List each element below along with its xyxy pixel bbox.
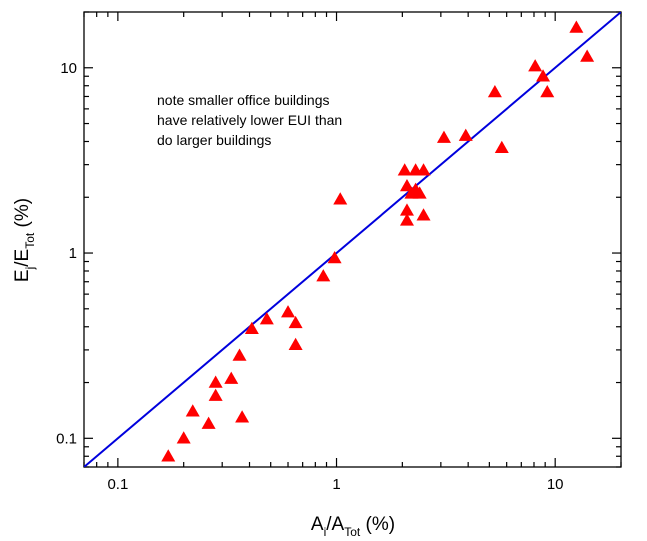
data-point [208, 388, 223, 401]
x-tick-label: 10 [547, 476, 564, 493]
annotation-text: note smaller office buildings have relat… [157, 92, 346, 148]
data-point [333, 192, 348, 205]
y-axis-title-sub2: Tot [23, 232, 37, 249]
data-point [416, 163, 431, 176]
x-tick-label: 0.1 [107, 476, 128, 493]
fit-line [84, 12, 621, 467]
data-point [259, 312, 274, 325]
data-point [397, 163, 412, 176]
y-axis-title: Ej/ETot (%) [12, 198, 37, 282]
data-point [224, 371, 239, 384]
y-axis-title-main: E [12, 269, 33, 282]
data-point [288, 315, 303, 329]
data-point [536, 69, 551, 82]
data-point [458, 128, 473, 141]
data-point [316, 269, 331, 282]
data-point [232, 348, 247, 361]
y-axis-title-suffix: (%) [12, 198, 33, 233]
x-axis-title-sep: /A [326, 514, 344, 535]
data-point [235, 410, 250, 423]
data-point [208, 375, 223, 388]
data-point [327, 251, 342, 264]
data-point [281, 305, 296, 318]
data-point [416, 208, 431, 221]
x-axis-title-main: A [311, 514, 324, 535]
data-point [176, 431, 191, 444]
x-tick-label: 1 [332, 476, 340, 493]
x-axis-title-sub: i [324, 525, 327, 539]
data-point [412, 186, 427, 199]
annotation-line-1: note smaller office buildings [157, 92, 330, 108]
data-point [494, 140, 509, 154]
data-point [201, 416, 216, 429]
data-point [487, 84, 502, 98]
x-axis-title: Ai/ATot (%) [311, 514, 395, 539]
data-point [528, 59, 543, 72]
data-point [569, 20, 584, 33]
data-point [436, 130, 451, 143]
plot-area [83, 11, 622, 468]
data-point [161, 449, 176, 462]
annotation-line-3: do larger buildings [157, 132, 271, 148]
annotation-line-2: have relatively lower EUI than [157, 112, 342, 128]
x-axis-title-sub2: Tot [344, 525, 361, 539]
y-axis-title-sub: j [23, 267, 37, 271]
y-tick-label: 1 [69, 245, 77, 262]
data-point [244, 321, 259, 335]
data-point [399, 213, 414, 226]
data-point [540, 84, 555, 98]
x-axis-title-suffix: (%) [360, 514, 395, 535]
data-point [185, 404, 200, 417]
y-tick-label: 0.1 [56, 430, 77, 447]
y-tick-label: 10 [60, 60, 77, 77]
data-point [399, 203, 414, 216]
data-point [580, 49, 595, 62]
y-axis-title-sep: /E [12, 249, 33, 267]
data-point [288, 337, 303, 350]
